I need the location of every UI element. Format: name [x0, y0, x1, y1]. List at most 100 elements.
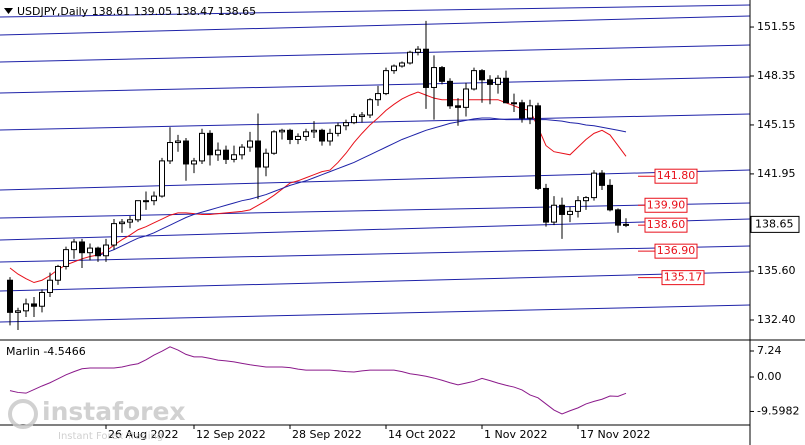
candle-body	[247, 140, 253, 148]
candle-body	[71, 241, 77, 251]
candle-body	[623, 223, 629, 226]
last-price-box	[750, 215, 800, 233]
candle-body	[527, 105, 533, 119]
indicator-y-tick-label: 0.00	[757, 370, 782, 383]
candle-body	[495, 77, 501, 85]
candle-body	[511, 102, 517, 105]
candle-body	[79, 241, 85, 254]
candle-body	[103, 244, 109, 257]
indicator-y-tick-label: -9.5982	[757, 404, 799, 417]
candle-body	[303, 131, 309, 137]
y-tick-label: 132.40	[757, 313, 796, 326]
indicator-line	[9, 346, 627, 415]
candle-body	[47, 279, 53, 293]
candle-body	[223, 149, 229, 160]
candle-body	[207, 132, 213, 156]
x-tick-label: 26 Aug 2022	[108, 428, 178, 441]
x-tick-label: 12 Sep 2022	[196, 428, 266, 441]
trend-line	[0, 218, 751, 241]
candle-body	[255, 140, 261, 168]
watermark-tagline: Instant Forex Trading	[58, 431, 163, 442]
candle-body	[239, 146, 245, 156]
level-box	[644, 197, 688, 213]
candle-body	[175, 140, 181, 144]
candle-body	[111, 223, 117, 246]
candle-body	[423, 48, 429, 88]
candle-body	[7, 279, 13, 313]
candle-body	[455, 105, 461, 108]
candle-body	[615, 209, 621, 226]
candle-body	[119, 221, 125, 225]
candle-body	[31, 303, 37, 307]
trend-line	[0, 245, 751, 263]
level-label: 139.90	[647, 198, 686, 211]
candle-body	[191, 160, 197, 165]
candle-body	[519, 102, 525, 119]
candle-body	[151, 195, 157, 202]
candle-body	[575, 200, 581, 212]
candle-body	[95, 247, 101, 257]
trend-line	[0, 113, 751, 131]
x-tick-label: 1 Nov 2022	[484, 428, 547, 441]
candle-body	[551, 204, 557, 223]
trend-line	[0, 304, 751, 323]
candle-body	[39, 291, 45, 307]
candle-body	[271, 131, 277, 154]
candle-body	[383, 70, 389, 95]
candle-body	[295, 135, 301, 140]
candle-body	[335, 125, 341, 134]
candle-body	[367, 99, 373, 116]
trend-line	[0, 76, 751, 94]
watermark-logo	[8, 399, 38, 429]
candle-body	[431, 67, 437, 88]
watermark: instaforex Instant Forex Trading	[8, 397, 186, 442]
level-label: 136.90	[657, 244, 696, 257]
candle-body	[407, 51, 413, 64]
candle-body	[463, 88, 469, 108]
last-price-label: 138.65	[755, 217, 794, 230]
level-box	[644, 217, 688, 233]
candle-body	[135, 200, 141, 221]
y-tick-label: 141.95	[757, 167, 796, 180]
candle-body	[503, 77, 509, 104]
trend-line	[0, 15, 751, 36]
candle-body	[279, 129, 285, 133]
indicator-y-tick-label: 7.24	[757, 344, 782, 357]
candle-body	[343, 122, 349, 127]
candle-body	[127, 219, 133, 223]
candle-body	[567, 210, 573, 215]
candle-body	[415, 48, 421, 53]
candle-body	[559, 204, 565, 215]
candle-body	[591, 172, 597, 199]
y-tick-label: 145.15	[757, 118, 796, 131]
candle-body	[183, 140, 189, 165]
level-label: 138.60	[647, 218, 686, 231]
indicator-label: Marlin -4.5466	[6, 345, 86, 358]
level-label: 135.17	[664, 271, 703, 284]
candle-body	[263, 152, 269, 168]
candle-body	[471, 70, 477, 90]
trend-line	[0, 202, 751, 219]
candle-body	[159, 160, 165, 197]
candle-body	[143, 200, 149, 203]
candle-body	[287, 129, 293, 140]
candle-body	[55, 265, 61, 281]
level-box	[661, 270, 705, 286]
x-tick-label: 17 Nov 2022	[580, 428, 650, 441]
candle-body	[543, 187, 549, 223]
watermark-brand: instaforex	[42, 397, 186, 426]
candle-body	[327, 132, 333, 142]
trend-line	[0, 44, 751, 63]
candle-body	[399, 62, 405, 67]
candle-body	[199, 132, 205, 162]
level-box	[654, 168, 698, 184]
trend-line	[0, 271, 751, 292]
candle-body	[23, 303, 29, 312]
x-tick-label: 28 Sep 2022	[292, 428, 362, 441]
trend-lines	[0, 4, 751, 323]
candle-body	[535, 105, 541, 189]
candle-body	[439, 67, 445, 82]
candle-body	[583, 197, 589, 202]
